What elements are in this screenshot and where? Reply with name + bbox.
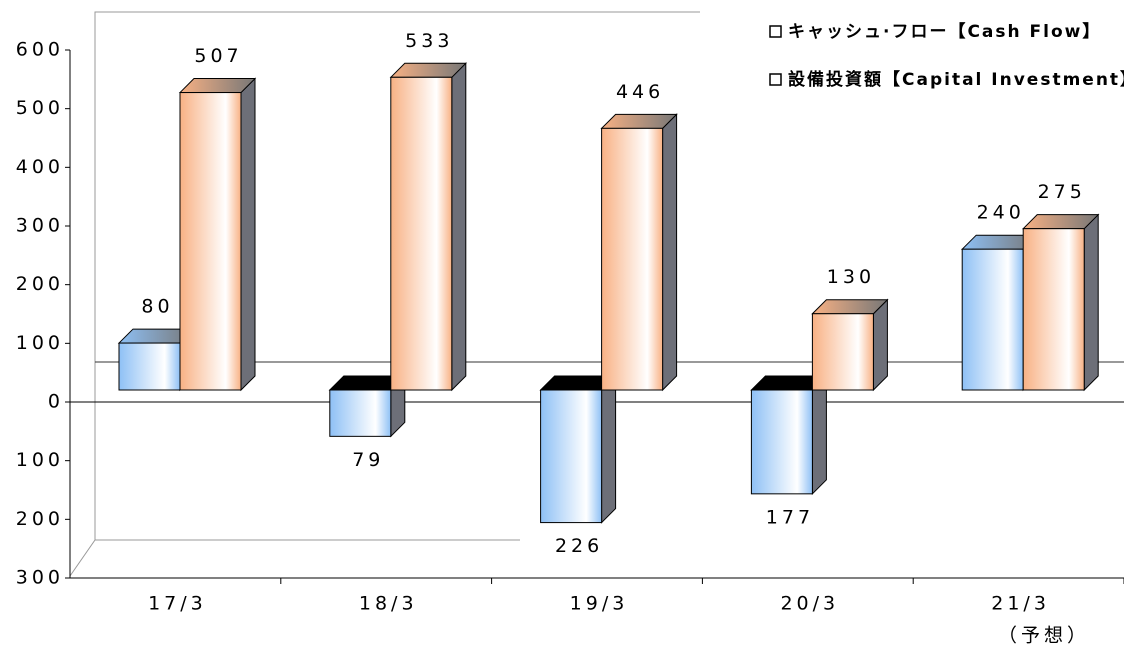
y-tick-label: 500 bbox=[16, 97, 64, 119]
bar-side bbox=[662, 113, 678, 392]
bar-side bbox=[811, 374, 827, 496]
value-label: 275 bbox=[1038, 181, 1086, 203]
value-label: 240 bbox=[977, 202, 1025, 224]
bar-side bbox=[872, 298, 888, 392]
y-tick-label: 200 bbox=[16, 508, 64, 530]
y-tick-label: 0 bbox=[48, 391, 64, 413]
bar-front bbox=[540, 389, 603, 524]
bar-top bbox=[1021, 214, 1100, 230]
bar-top bbox=[178, 78, 257, 94]
bar-front bbox=[1022, 228, 1085, 391]
bar-side bbox=[240, 77, 256, 392]
bar-front bbox=[390, 76, 453, 391]
bar bbox=[539, 374, 617, 524]
value-label: 533 bbox=[405, 30, 453, 52]
value-label: 130 bbox=[827, 266, 875, 288]
value-label: 507 bbox=[194, 45, 242, 67]
bar-top bbox=[600, 113, 678, 129]
bar-top bbox=[811, 299, 889, 315]
bar bbox=[328, 374, 407, 438]
y-tick-label: 400 bbox=[16, 156, 64, 178]
value-label: 177 bbox=[766, 506, 814, 528]
bar bbox=[1021, 213, 1100, 392]
bar-front bbox=[601, 127, 664, 391]
bar bbox=[750, 374, 828, 496]
bar-front bbox=[750, 389, 813, 495]
y-tick-label: 600 bbox=[16, 39, 64, 61]
x-tick-label: 20/3 bbox=[780, 593, 839, 615]
bar bbox=[389, 62, 468, 392]
y-tick-label: 100 bbox=[16, 449, 64, 471]
legend-swatch bbox=[769, 25, 782, 38]
bar-front bbox=[329, 389, 392, 437]
bar-side bbox=[601, 374, 617, 524]
value-label: 79 bbox=[352, 449, 384, 471]
x-tick-label: 18/3 bbox=[359, 593, 418, 615]
legend-label: キャッシュ·フロー【Cash Flow】 bbox=[788, 21, 1101, 42]
value-label: 80 bbox=[141, 296, 173, 318]
bar bbox=[811, 298, 889, 392]
bar bbox=[178, 77, 257, 392]
bar-side bbox=[451, 62, 467, 392]
y-tick-label: 200 bbox=[16, 273, 64, 295]
y-tick-label: 300 bbox=[16, 215, 64, 237]
bar-front bbox=[118, 342, 181, 391]
value-label: 446 bbox=[616, 81, 664, 103]
y-tick-label: 100 bbox=[16, 332, 64, 354]
bar-front bbox=[811, 313, 874, 391]
bar-front bbox=[179, 92, 242, 391]
bar-top bbox=[389, 62, 468, 78]
bar-side bbox=[1083, 213, 1099, 392]
x-tick-label: 19/3 bbox=[570, 593, 629, 615]
annotation: （予想） bbox=[998, 625, 1090, 647]
x-tick-label: 17/3 bbox=[148, 593, 207, 615]
bar-front bbox=[961, 248, 1024, 391]
x-tick-label: 21/3 bbox=[991, 593, 1050, 615]
legend-swatch bbox=[769, 73, 782, 86]
value-label: 226 bbox=[555, 535, 603, 557]
legend-label: 設備投資額【Capital Investment】 bbox=[788, 69, 1124, 90]
back-wall bbox=[69, 11, 700, 577]
y-tick-label: 300 bbox=[16, 567, 64, 589]
bar bbox=[600, 113, 678, 392]
